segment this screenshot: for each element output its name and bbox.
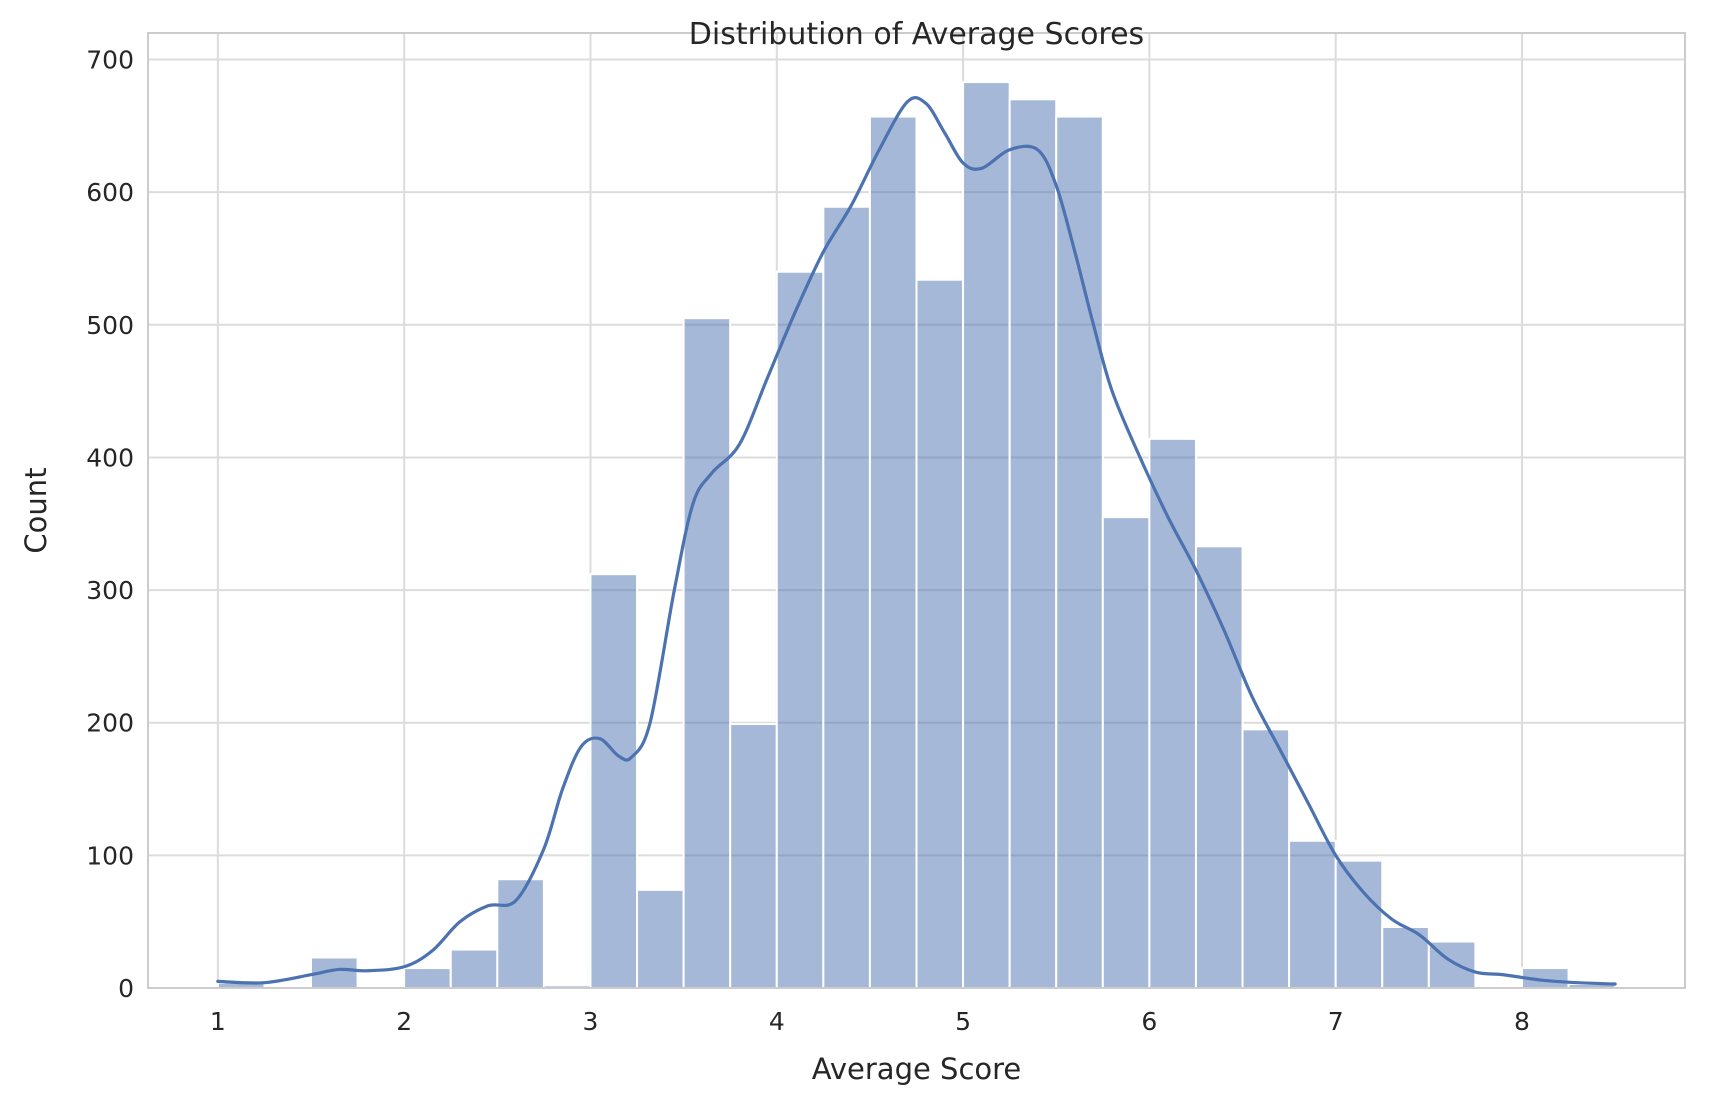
bars-layer bbox=[216, 81, 1617, 990]
x-tick-label-5: 6 bbox=[1141, 1007, 1157, 1036]
histogram-bar-15 bbox=[915, 278, 965, 990]
y-tick-label-6: 600 bbox=[86, 178, 134, 207]
histogram-bar-19 bbox=[1101, 516, 1151, 989]
y-tick-label-0: 0 bbox=[118, 974, 134, 1003]
ticks-layer: 1 2 3 4 5 6 7 8 0 100 200 300 400 500 600 700 bbox=[86, 46, 1530, 1036]
plot-frame bbox=[147, 32, 1686, 989]
histogram-bar-20 bbox=[1148, 437, 1197, 989]
x-tick-label-7: 8 bbox=[1514, 1007, 1530, 1036]
x-tick-label-1: 2 bbox=[396, 1007, 412, 1036]
y-tick-label-7: 700 bbox=[86, 46, 134, 75]
x-tick-label-3: 4 bbox=[769, 1007, 785, 1036]
x-tick-label-4: 5 bbox=[955, 1007, 971, 1036]
histogram-bar-21 bbox=[1194, 545, 1244, 989]
histogram-bar-9 bbox=[636, 888, 685, 990]
kde-curve bbox=[216, 96, 1617, 986]
chart-title: Distribution of Average Scores bbox=[689, 17, 1144, 52]
y-tick-label-3: 300 bbox=[86, 576, 134, 605]
histogram-bar-22 bbox=[1241, 728, 1291, 990]
x-tick-label-0: 1 bbox=[210, 1007, 226, 1036]
histogram-bar-4 bbox=[403, 967, 452, 990]
histogram-bar-11 bbox=[729, 723, 778, 989]
histogram-bar-5 bbox=[449, 948, 499, 990]
y-axis-label: Count bbox=[19, 467, 53, 553]
y-tick-label-2: 200 bbox=[86, 709, 134, 738]
y-tick-label-4: 400 bbox=[86, 443, 134, 472]
histogram-bar-24 bbox=[1334, 859, 1384, 990]
histogram-bar-14 bbox=[868, 115, 918, 989]
kde-layer bbox=[216, 96, 1617, 986]
x-tick-label-6: 7 bbox=[1328, 1007, 1344, 1036]
x-tick-label-2: 3 bbox=[583, 1007, 599, 1036]
histogram-bar-13 bbox=[822, 205, 871, 989]
x-axis-label: Average Score bbox=[812, 1052, 1022, 1086]
histogram-bar-12 bbox=[775, 270, 825, 989]
y-tick-label-1: 100 bbox=[86, 841, 134, 870]
histogram-bar-8 bbox=[589, 573, 639, 990]
histogram-bar-23 bbox=[1288, 839, 1337, 989]
y-tick-label-5: 500 bbox=[86, 311, 134, 340]
histogram-bar-16 bbox=[962, 81, 1011, 989]
histogram-bar-18 bbox=[1055, 115, 1104, 989]
histogram-bar-10 bbox=[682, 317, 732, 990]
histogram-bar-17 bbox=[1008, 98, 1058, 989]
